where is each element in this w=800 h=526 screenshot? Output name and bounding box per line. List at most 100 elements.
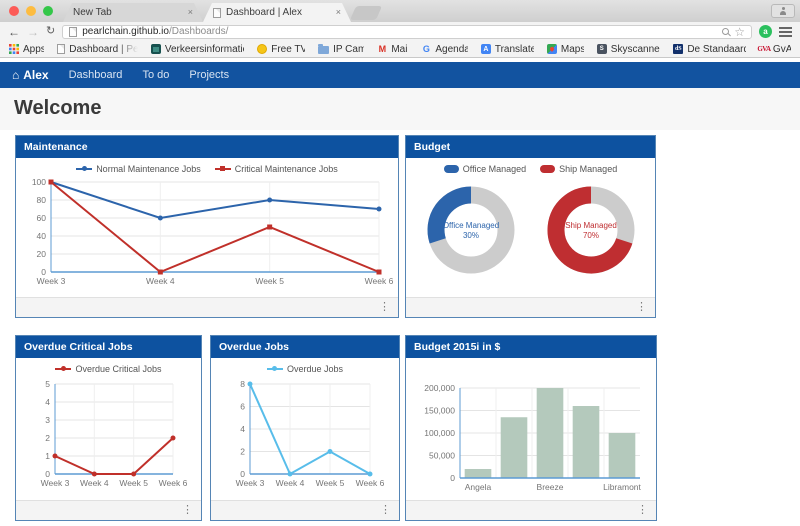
tab-dashboard-alex[interactable]: Dashboard | Alex × [203,3,351,22]
svg-text:60: 60 [37,213,47,223]
tab-label: Dashboard | Alex [226,7,302,18]
search-icon[interactable] [722,28,730,35]
bookmark-gva[interactable]: GVA GvA [757,43,791,55]
bookmark-skyscanner[interactable]: S Skyscanner [596,44,660,55]
svg-text:4: 4 [45,397,50,407]
tab-label: New Tab [73,7,112,18]
url-path: /Dashboards/ [168,26,229,37]
legend-item: Ship Managed [540,164,617,174]
svg-text:Week 4: Week 4 [276,478,305,488]
browser-toolbar: ← → ↻ pearlchain.github.io /Dashboards/ … [0,22,800,41]
welcome-banner: Welcome [0,88,800,130]
menu-icon[interactable] [779,26,792,37]
overdue_critical-svg: 0 1 2 3 4 5 Week 3 Week 4 Week 5 Week 6 [40,379,187,488]
more-options-icon[interactable]: ⋮ [379,301,390,313]
bookmark-translate[interactable]: A Translate [480,44,534,55]
profile-button[interactable] [771,4,795,18]
svg-text:40: 40 [37,231,47,241]
legend-label: Ship Managed [559,164,618,174]
budget-legend: Office Managed Ship Managed [406,158,655,174]
refresh-button[interactable]: ↻ [46,25,56,37]
svg-text:Breeze: Breeze [537,482,564,492]
page-icon [57,44,66,54]
navbar-brand[interactable]: ⌂ Alex [12,68,49,82]
bookmark-apps[interactable]: Apps [9,44,44,55]
home-icon: ⌂ [12,68,20,82]
legend-marker-icon [76,166,93,171]
budget-2015-bar-chart: 0 50,000 100,000 150,000 200,000 Angela Breeze… [412,382,650,494]
svg-text:0: 0 [450,473,455,483]
bookmark-maps[interactable]: Maps [546,44,584,55]
svg-text:200,000: 200,000 [424,383,455,393]
maintenance-line-chart: 0 20 40 60 80 100 Week 3 Week 4 Week 5 Week 6 [21,176,394,288]
overdue-critical-line-chart: 0 1 2 3 4 5 Week 3 Week 4 Week 5 Week 6 [25,378,193,490]
legend-item: Overdue Jobs [266,364,343,374]
legend-label: Normal Maintenance Jobs [96,164,201,174]
nav-item-todo[interactable]: To do [142,69,170,81]
minimize-window-icon[interactable] [26,6,36,16]
folder-icon [318,44,330,54]
bookmark-verkeersinformatie[interactable]: Verkeersinformatie [150,44,244,55]
gmail-icon: M [378,44,387,54]
legend-label: Overdue Critical Jobs [75,364,162,374]
new-tab-button[interactable] [349,6,383,20]
bookmark-star-icon[interactable]: ☆ [734,24,745,39]
more-options-icon[interactable]: ⋮ [636,301,647,313]
close-tab-icon[interactable]: × [187,7,193,17]
overdue-line-chart: 0 2 4 6 8 Week 3 Week 4 Week 5 Week 6 [220,378,390,490]
close-window-icon[interactable] [9,6,19,16]
legend-marker-icon [443,165,459,173]
bookmark-de-standaard[interactable]: dS De Standaard [673,43,746,55]
svg-text:Week 5: Week 5 [119,478,148,488]
svg-text:Week 4: Week 4 [146,276,175,286]
address-bar[interactable]: pearlchain.github.io /Dashboards/ ☆ [62,24,752,39]
panel-title: Budget [406,136,655,158]
svg-text:Angela: Angela [465,482,492,492]
legend-item: Critical Maintenance Jobs [214,164,338,174]
more-options-icon[interactable]: ⋮ [380,504,391,516]
tab-new-tab[interactable]: New Tab × [63,3,203,22]
bookmark-agenda[interactable]: G Agenda [422,43,468,55]
maps-icon [546,44,557,54]
legend-item: Overdue Critical Jobs [55,364,162,374]
svg-text:3: 3 [45,415,50,425]
bookmark-mail[interactable]: M Mail [378,43,409,55]
panel-overdue-jobs: Overdue Jobs Overdue Jobs 0 2 4 6 8 Week 3 Wee… [210,335,400,521]
page-icon [69,26,78,37]
page-title: Welcome [14,97,102,119]
nav-item-dashboard[interactable]: Dashboard [68,69,123,81]
svg-text:Week 3: Week 3 [236,478,265,488]
panel-title: Overdue Critical Jobs [16,336,201,358]
panel-title: Budget 2015i in $ [406,336,656,358]
nav-item-projects[interactable]: Projects [189,69,230,81]
svg-text:Week 3: Week 3 [37,276,66,286]
panel-title: Overdue Jobs [211,336,399,358]
svg-text:2: 2 [45,433,50,443]
url-host: pearlchain.github.io [82,26,169,37]
person-icon [780,7,786,17]
maximize-window-icon[interactable] [43,6,53,16]
legend-marker-icon [540,165,556,173]
bookmark-free-tv[interactable]: Free TV [257,44,305,55]
more-options-icon[interactable]: ⋮ [182,504,193,516]
google-g-icon: G [422,44,430,54]
svg-text:Week 6: Week 6 [356,478,385,488]
overdue-legend: Overdue Jobs [211,358,399,374]
close-tab-icon[interactable]: × [335,7,341,17]
budget-donut-charts: Office Managed 30% Ship Managed 70% [406,176,655,288]
legend-marker-icon [214,166,231,171]
back-button[interactable]: ← [8,24,20,39]
more-options-icon[interactable]: ⋮ [637,504,648,516]
svg-text:Libramont: Libramont [603,482,641,492]
svg-text:Ship Managed: Ship Managed [565,221,617,230]
extension-icon[interactable]: a [759,25,772,38]
bookmark-ip-cam[interactable]: IP Cam [318,44,364,55]
svg-text:Office Managed: Office Managed [442,221,498,230]
gva-icon: GVA [757,45,771,53]
bookmark-dashboard-pearlchain[interactable]: Dashboard | PearlCh [57,44,138,55]
panel-budget: Budget Office Managed Ship Managed Office… [405,135,656,318]
budget2015-svg: 0 50,000 100,000 150,000 200,000 Angela Breeze… [424,383,641,492]
